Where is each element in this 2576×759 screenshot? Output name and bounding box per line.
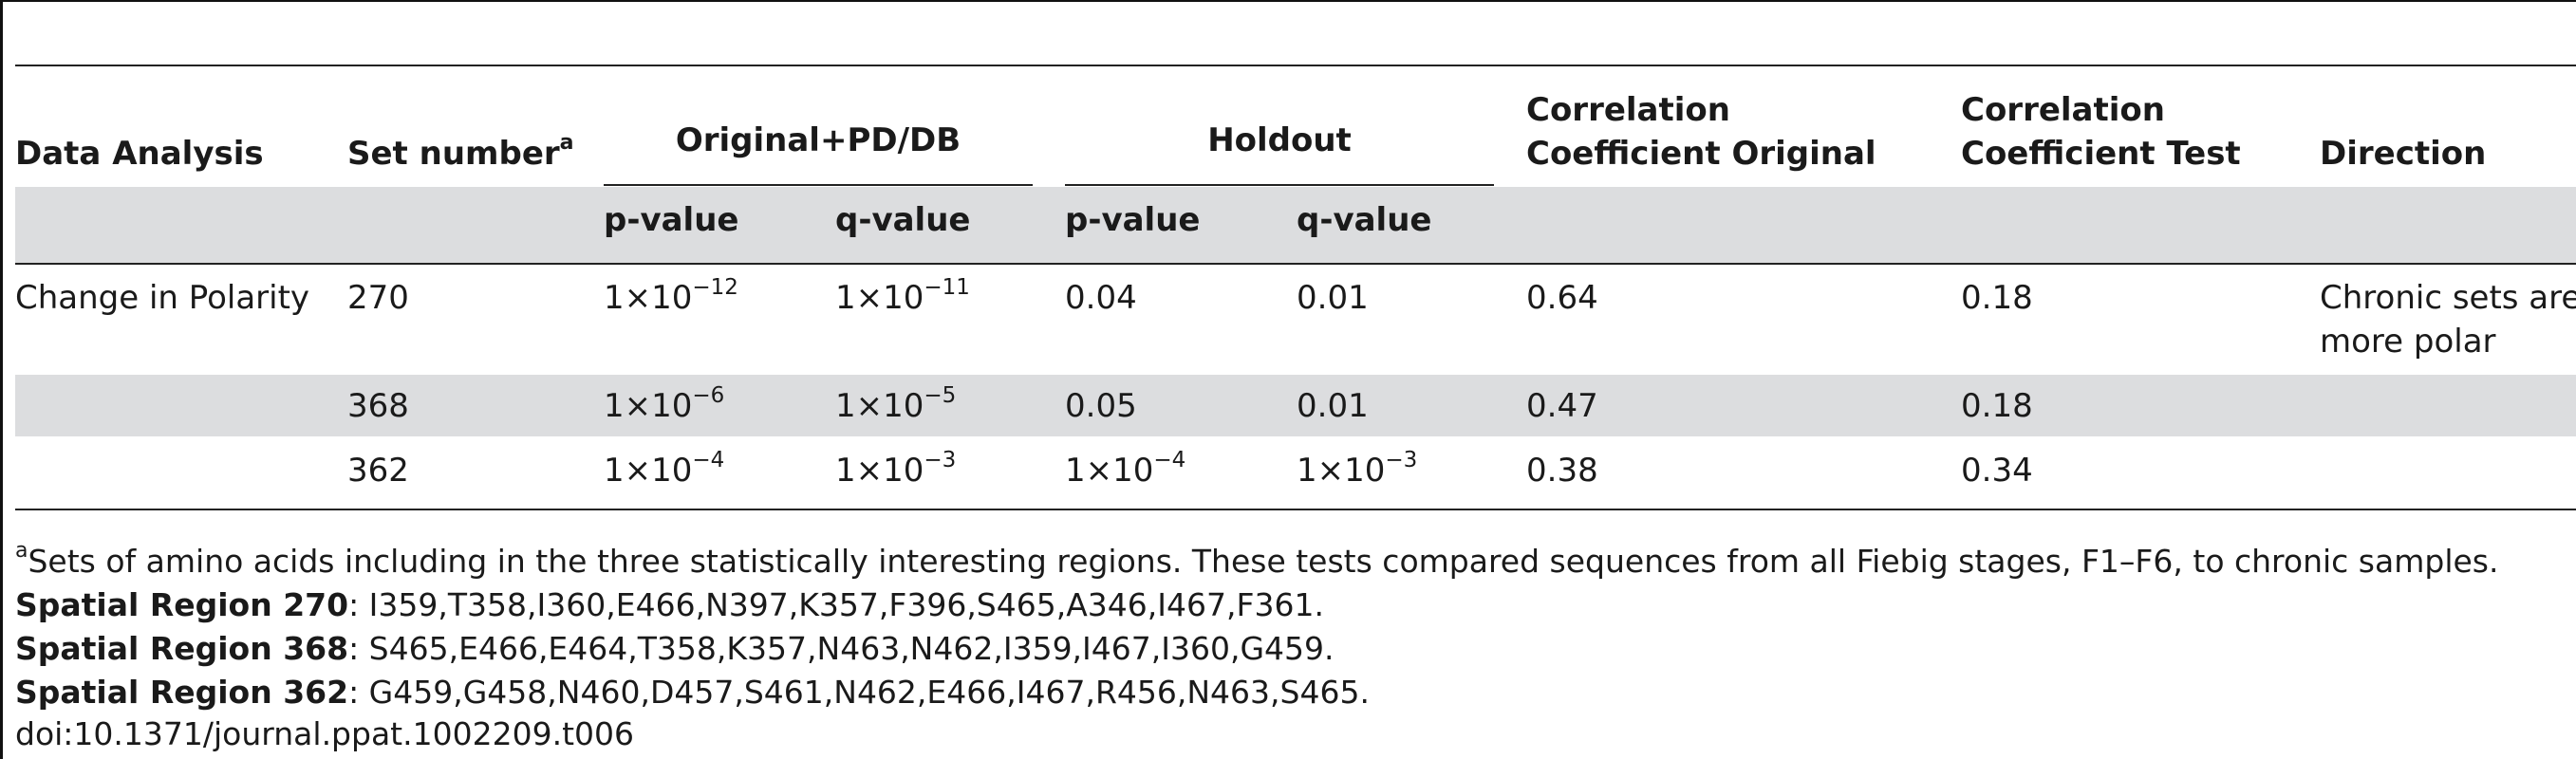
row-368-set: 368 (347, 387, 409, 425)
row-270-corr-test: 0.18 (1961, 279, 2033, 317)
row-368-hold-q: 0.01 (1297, 387, 1369, 425)
row-362-set: 362 (347, 452, 409, 490)
row-368-orig-q-mantissa: 1×10 (835, 387, 924, 425)
row-368-corr-original: 0.47 (1526, 387, 1598, 425)
holdout-group-underline (1065, 184, 1494, 186)
footnote-region-270-label: Spatial Region 270 (15, 586, 349, 623)
header-corr-test-line2: Coefficient Test (1961, 135, 2241, 173)
row-368-orig-q: 1×10−5 (835, 383, 956, 429)
row-362-hold-p-exponent: −4 (1153, 448, 1186, 472)
row-362-hold-p: 1×10−4 (1065, 448, 1185, 493)
row-270-analysis: Change in Polarity (15, 279, 310, 317)
row-270-hold-p: 0.04 (1065, 279, 1137, 317)
row-362-orig-p-mantissa: 1×10 (604, 452, 693, 490)
header-hold-q-value: q-value (1297, 201, 1432, 239)
header-bottom-rule (15, 263, 2576, 265)
row-368-orig-p-mantissa: 1×10 (604, 387, 693, 425)
footnote-region-270-text: : I359,T358,I360,E466,N397,K357,F396,S46… (348, 586, 1324, 623)
frame-top-border (0, 0, 2576, 2)
subheader-band (15, 187, 2576, 263)
row-362-hold-q: 1×10−3 (1297, 448, 1417, 493)
row-362-hold-q-exponent: −3 (1385, 448, 1418, 472)
footnote-a-text: Sets of amino acids including in the thr… (28, 543, 2499, 580)
header-data-analysis: Data Analysis (15, 135, 264, 173)
original-group-underline (604, 184, 1033, 186)
header-hold-p-value: p-value (1065, 201, 1201, 239)
header-set-number-note: a (559, 131, 574, 155)
doi-link[interactable]: doi:10.1371/journal.ppat.1002209.t006 (15, 715, 634, 752)
row-368-orig-p-exponent: −6 (692, 383, 725, 408)
row-270-orig-p-mantissa: 1×10 (604, 279, 693, 317)
row-362-corr-original: 0.38 (1526, 452, 1598, 490)
footnote-region-362-label: Spatial Region 362 (15, 674, 349, 711)
frame-left-border (0, 0, 3, 759)
footnote-region-368: Spatial Region 368: S465,E466,E464,T358,… (15, 630, 1335, 668)
row-270-hold-q: 0.01 (1297, 279, 1369, 317)
footnote-region-270: Spatial Region 270: I359,T358,I360,E466,… (15, 586, 1324, 624)
header-corr-original-line1: Correlation (1526, 91, 1730, 129)
row-368-hold-p: 0.05 (1065, 387, 1137, 425)
row-270-orig-q: 1×10−11 (835, 275, 970, 321)
table-bottom-rule (15, 509, 2576, 510)
footnote-region-368-label: Spatial Region 368 (15, 630, 349, 667)
row-362-hold-q-mantissa: 1×10 (1297, 452, 1386, 490)
row-362-orig-p: 1×10−4 (604, 448, 724, 493)
row-270-set: 270 (347, 279, 409, 317)
row-362-orig-p-exponent: −4 (692, 448, 725, 472)
header-orig-q-value: q-value (835, 201, 971, 239)
footnote-a-marker: a (15, 539, 28, 563)
header-holdout-group: Holdout (1207, 121, 1352, 159)
row-270-direction-line2: more polar (2320, 323, 2496, 361)
row-270-corr-original: 0.64 (1526, 279, 1598, 317)
row-270-orig-q-exponent: −11 (924, 275, 970, 300)
footnote-region-362: Spatial Region 362: G459,G458,N460,D457,… (15, 674, 1370, 712)
header-corr-test-line1: Correlation (1961, 91, 2165, 129)
footnote-region-362-text: : G459,G458,N460,D457,S461,N462,E466,I46… (348, 674, 1370, 711)
row-270-orig-q-mantissa: 1×10 (835, 279, 924, 317)
header-corr-original-line2: Coefficient Original (1526, 135, 1876, 173)
table-top-rule (15, 65, 2576, 66)
row-band-368 (15, 375, 2576, 436)
row-362-orig-q-mantissa: 1×10 (835, 452, 924, 490)
row-270-orig-p: 1×10−12 (604, 275, 738, 321)
row-368-corr-test: 0.18 (1961, 387, 2033, 425)
row-362-orig-q: 1×10−3 (835, 448, 956, 493)
row-368-orig-p: 1×10−6 (604, 383, 724, 429)
header-orig-p-value: p-value (604, 201, 739, 239)
footnote-a: aSets of amino acids including in the th… (15, 541, 2499, 581)
header-direction: Direction (2320, 135, 2487, 173)
row-270-direction-line1: Chronic sets are (2320, 279, 2576, 317)
header-set-number: Set numbera (347, 133, 574, 174)
footnote-region-368-text: : S465,E466,E464,T358,K357,N463,N462,I35… (348, 630, 1335, 667)
row-362-orig-q-exponent: −3 (924, 448, 957, 472)
row-270-orig-p-exponent: −12 (692, 275, 738, 300)
row-362-corr-test: 0.34 (1961, 452, 2033, 490)
row-368-orig-q-exponent: −5 (924, 383, 957, 408)
header-set-number-text: Set number (347, 135, 560, 173)
row-362-hold-p-mantissa: 1×10 (1065, 452, 1154, 490)
header-original-group: Original+PD/DB (675, 121, 961, 159)
